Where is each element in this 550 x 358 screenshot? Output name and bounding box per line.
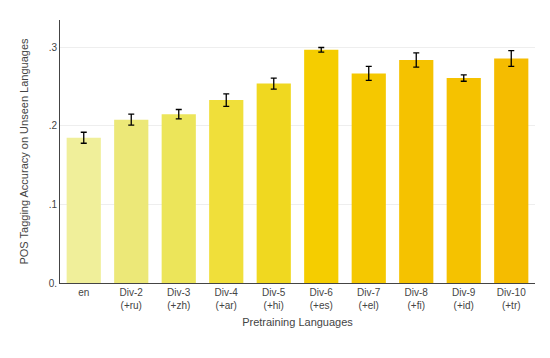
svg-text:Div-9(+id): Div-9(+id) [452, 287, 476, 311]
svg-text:Div-4(+ar): Div-4(+ar) [215, 287, 239, 311]
svg-text:Div-2(+ru): Div-2(+ru) [120, 287, 144, 311]
svg-text:.2: .2 [49, 120, 58, 131]
svg-text:Div-10(+tr): Div-10(+tr) [497, 287, 526, 311]
svg-text:Div-7(+el): Div-7(+el) [357, 287, 381, 311]
svg-text:0.: 0. [49, 278, 57, 289]
svg-text:Pretraining Languages: Pretraining Languages [242, 316, 353, 328]
svg-text:en: en [78, 287, 89, 298]
svg-text:Div-8(+fi): Div-8(+fi) [405, 287, 429, 311]
svg-text:Div-5(+hi): Div-5(+hi) [262, 287, 286, 311]
svg-text:Div-3(+zh): Div-3(+zh) [167, 287, 191, 311]
svg-text:.3: .3 [49, 42, 58, 53]
svg-text:POS Tagging Accuracy on Unseen: POS Tagging Accuracy on Unseen Languages [18, 38, 30, 265]
svg-text:.1: .1 [49, 199, 58, 210]
svg-text:Div-6(+es): Div-6(+es) [310, 287, 334, 311]
